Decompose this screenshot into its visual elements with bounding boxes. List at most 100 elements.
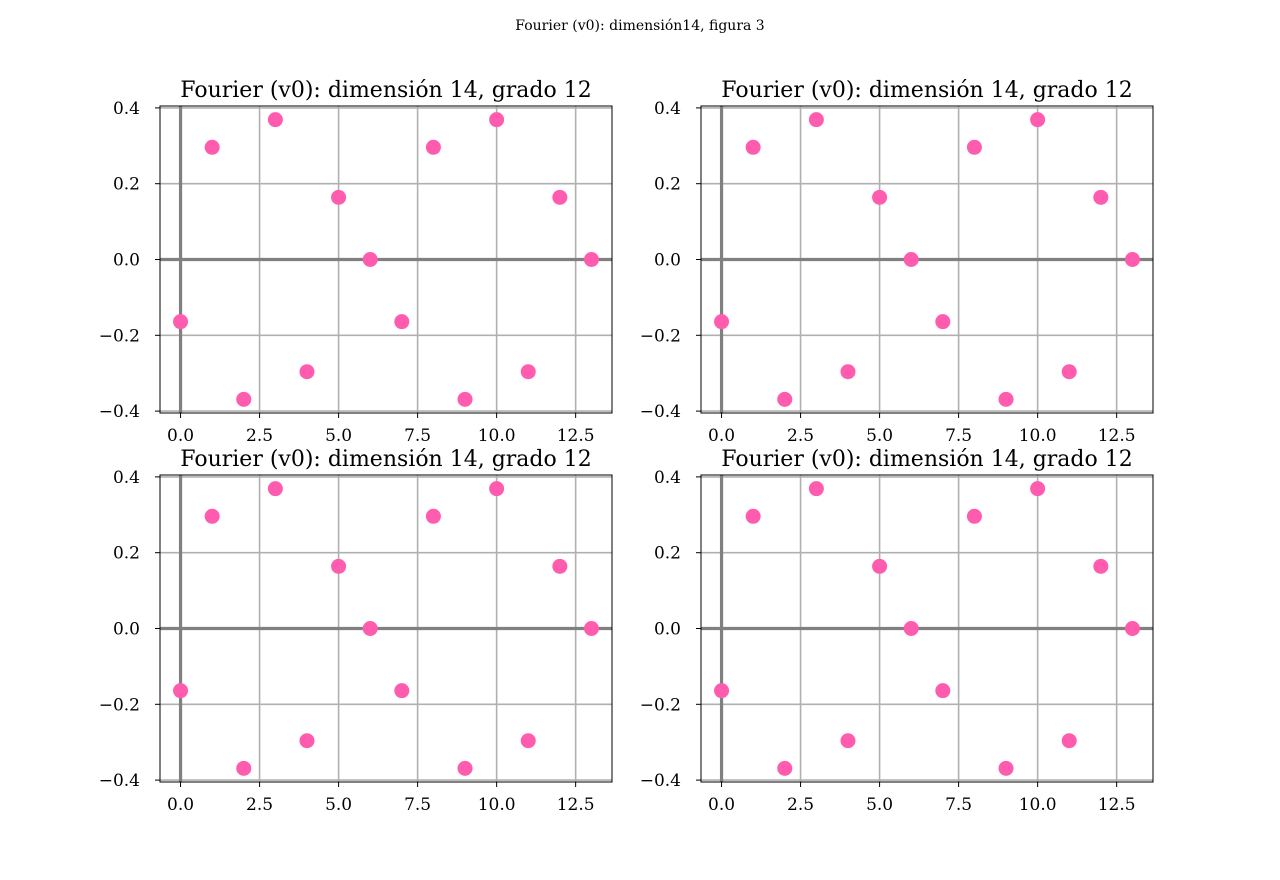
data-point: [903, 621, 919, 636]
figure-suptitle: Fourier (v0): dimensión14, figura 3: [515, 18, 764, 34]
x-tick-label: 7.5: [945, 795, 972, 815]
data-point: [204, 139, 220, 155]
data-point: [872, 558, 888, 574]
data-point: [299, 733, 315, 749]
data-point: [808, 112, 824, 128]
y-tick-label: 0.4: [113, 99, 140, 119]
data-point: [1061, 733, 1077, 749]
subplot-title: Fourier (v0): dimensión 14, grado 12: [180, 447, 591, 472]
data-point: [552, 189, 568, 205]
x-tick-label: 5.0: [325, 795, 352, 815]
data-point: [714, 314, 730, 330]
x-tick-label: 0.0: [167, 795, 194, 815]
data-point: [520, 733, 536, 749]
data-point: [394, 314, 410, 330]
data-point: [903, 252, 919, 267]
data-point: [457, 760, 473, 776]
data-point: [331, 558, 347, 574]
x-tick-label: 0.0: [708, 426, 735, 446]
data-point: [236, 391, 252, 407]
data-point: [1093, 189, 1109, 205]
y-tick-label: −0.4: [99, 771, 140, 791]
data-point: [998, 391, 1014, 407]
x-tick-label: 10.0: [478, 426, 516, 446]
x-tick-label: 10.0: [1019, 795, 1057, 815]
data-point: [966, 139, 982, 155]
y-tick-label: −0.2: [640, 326, 681, 346]
data-point: [362, 252, 378, 267]
y-tick-label: 0.0: [654, 251, 681, 271]
x-tick-label: 2.5: [246, 426, 273, 446]
x-tick-label: 0.0: [167, 426, 194, 446]
data-point: [1030, 481, 1046, 497]
data-point: [236, 760, 252, 776]
data-point: [1030, 112, 1046, 128]
data-point: [840, 733, 856, 749]
x-tick-label: 12.5: [1098, 795, 1136, 815]
y-tick-label: −0.2: [640, 695, 681, 715]
y-tick-label: 0.4: [113, 468, 140, 488]
data-point: [777, 391, 793, 407]
y-tick-label: −0.4: [640, 402, 681, 422]
data-point: [935, 683, 951, 699]
data-point: [362, 621, 378, 636]
subplot-3: 0.0 2.5 5.0 7.5 10.0 12.5 0.4 0.2 0.0 −0.2 −0.4 Fou…: [99, 447, 613, 815]
data-point: [966, 508, 982, 524]
y-tick-label: 0.2: [113, 544, 140, 564]
data-point: [173, 314, 189, 330]
data-point: [714, 683, 730, 699]
y-tick-label: 0.4: [654, 468, 681, 488]
data-point: [267, 112, 283, 128]
y-tick-label: −0.2: [99, 326, 140, 346]
data-point: [1124, 621, 1140, 636]
y-tick-label: 0.0: [113, 251, 140, 271]
y-tick-label: 0.0: [654, 620, 681, 640]
data-point: [204, 508, 220, 524]
x-tick-label: 10.0: [478, 795, 516, 815]
data-point: [457, 391, 473, 407]
y-tick-label: 0.0: [113, 620, 140, 640]
data-point: [425, 139, 441, 155]
subplot-title: Fourier (v0): dimensión 14, grado 12: [721, 447, 1132, 472]
subplot-title: Fourier (v0): dimensión 14, grado 12: [721, 78, 1132, 103]
data-point: [552, 558, 568, 574]
x-tick-label: 12.5: [557, 426, 595, 446]
y-tick-label: −0.4: [640, 771, 681, 791]
data-point: [489, 112, 505, 128]
y-tick-label: −0.4: [99, 402, 140, 422]
data-point: [935, 314, 951, 330]
subplot-2: 0.0 2.5 5.0 7.5 10.0 12.5 0.4 0.2 0.0 −0.2 −0.4 Fou…: [640, 78, 1154, 446]
data-point: [745, 139, 761, 155]
subplot-grid: 0.0 2.5 5.0 7.5 10.0 12.5 0.4 0.2 0.0 −0.2 −0.4 Fou…: [99, 78, 1154, 815]
data-point: [777, 760, 793, 776]
data-point: [872, 189, 888, 205]
data-point: [520, 364, 536, 380]
y-tick-label: 0.2: [654, 544, 681, 564]
data-point: [1124, 252, 1140, 267]
data-point: [425, 508, 441, 524]
x-tick-label: 12.5: [1098, 426, 1136, 446]
x-tick-label: 2.5: [787, 795, 814, 815]
y-tick-label: 0.2: [113, 175, 140, 195]
data-point: [267, 481, 283, 497]
x-tick-label: 7.5: [404, 426, 431, 446]
x-tick-label: 10.0: [1019, 426, 1057, 446]
y-tick-label: 0.4: [654, 99, 681, 119]
subplot-4: 0.0 2.5 5.0 7.5 10.0 12.5 0.4 0.2 0.0 −0.2 −0.4 Fou…: [640, 447, 1154, 815]
data-point: [745, 508, 761, 524]
data-point: [489, 481, 505, 497]
x-tick-label: 7.5: [404, 795, 431, 815]
y-tick-label: −0.2: [99, 695, 140, 715]
data-point: [394, 683, 410, 699]
data-point: [1061, 364, 1077, 380]
x-tick-label: 5.0: [325, 426, 352, 446]
y-tick-label: 0.2: [654, 175, 681, 195]
data-point: [583, 252, 599, 267]
x-tick-label: 2.5: [787, 426, 814, 446]
x-tick-label: 5.0: [866, 795, 893, 815]
data-point: [840, 364, 856, 380]
x-tick-label: 5.0: [866, 426, 893, 446]
data-point: [299, 364, 315, 380]
data-point: [998, 760, 1014, 776]
